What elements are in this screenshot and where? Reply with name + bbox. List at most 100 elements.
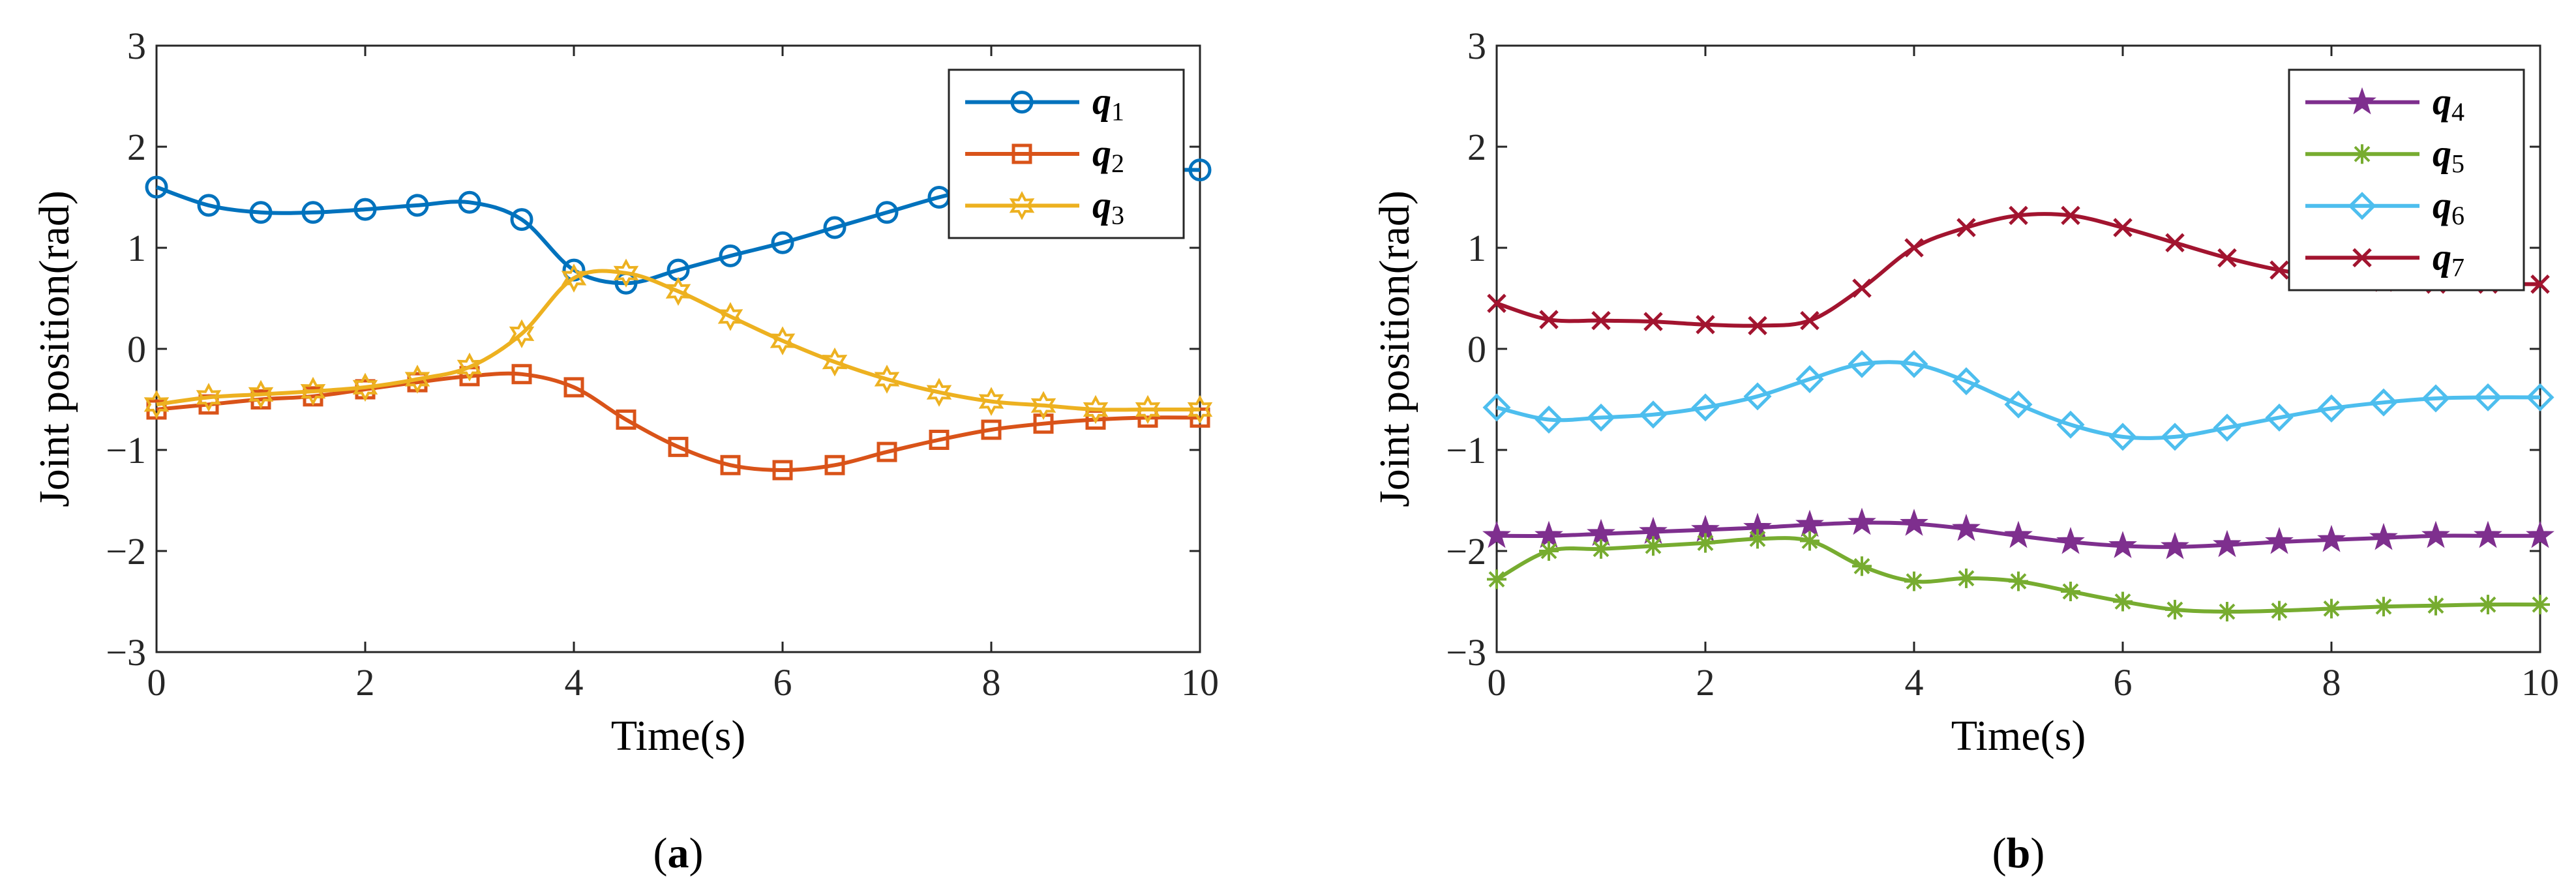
data-point: [772, 460, 793, 481]
data-point: [1487, 293, 1506, 314]
x-tick-label: 0: [1488, 661, 1506, 704]
data-point: [1848, 507, 1876, 535]
data-point: [668, 436, 689, 457]
data-point: [2526, 383, 2554, 411]
data-point: [1900, 350, 1928, 378]
data-point: [2317, 394, 2346, 423]
legend-box: [2288, 68, 2525, 291]
data-point: [1482, 393, 1511, 422]
data-point: [2113, 218, 2133, 237]
y-tick-label: −2: [106, 530, 146, 573]
data-point: [2474, 383, 2502, 411]
data-point: [978, 387, 1004, 416]
data-point: [563, 377, 584, 398]
data-point: [1188, 158, 1212, 182]
y-tick-label: 1: [127, 227, 146, 269]
data-point: [1539, 310, 1559, 329]
y-tick-label: 3: [1467, 25, 1486, 67]
legend-marker: [2348, 192, 2376, 220]
data-point: [1748, 529, 1767, 549]
legend: q1 q2 q3: [948, 68, 1185, 239]
data-point: [301, 201, 325, 224]
data-point: [2113, 591, 2133, 612]
data-point: [771, 231, 794, 254]
y-axis-label: Joint position(rad): [31, 190, 78, 507]
y-tick-label: 3: [127, 25, 146, 67]
data-point: [874, 365, 900, 394]
data-point: [2369, 388, 2398, 417]
series-line: [156, 371, 1201, 472]
data-point: [406, 194, 429, 217]
legend-marker: [1010, 91, 1034, 114]
series-line: [1496, 360, 2541, 440]
y-tick-label: −3: [1446, 631, 1486, 674]
x-tick-label: 6: [2114, 661, 2133, 704]
data-point: [2269, 601, 2289, 621]
data-point: [1952, 367, 1981, 396]
data-point: [1135, 395, 1161, 425]
legend-marker: [1011, 143, 1032, 164]
y-tick-label: 1: [1467, 227, 1486, 269]
legend-marker: [2352, 144, 2372, 164]
data-point: [248, 380, 274, 410]
data-point: [1743, 382, 1772, 411]
chart-panel-b: 0 2 4 6 8 10 −3 −2 −1 0 1 2 3 Time(s) Joint position(r…: [1371, 25, 2559, 877]
data-point: [300, 376, 326, 406]
series-q6: [1482, 350, 2554, 451]
data-point: [1904, 238, 1924, 258]
data-point: [2165, 599, 2185, 619]
data-point: [2369, 522, 2398, 550]
legend-marker: [2352, 248, 2372, 268]
x-tick-label: 10: [2521, 661, 2559, 704]
legend-label: q1: [1092, 80, 1124, 127]
data-point: [1852, 278, 1872, 298]
data-point: [2161, 423, 2189, 451]
x-tick-label: 8: [2322, 661, 2341, 704]
series-q5: [1487, 529, 2550, 621]
y-tick-label: 2: [1467, 126, 1486, 168]
data-point: [511, 364, 532, 385]
y-tick-label: 0: [1467, 328, 1486, 370]
data-point: [2004, 390, 2033, 419]
data-point: [510, 208, 533, 231]
data-point: [2530, 275, 2550, 294]
data-point: [2108, 531, 2137, 558]
data-point: [2265, 527, 2294, 554]
data-point: [929, 430, 950, 450]
data-point: [1748, 316, 1767, 336]
data-point: [1643, 536, 1663, 556]
data-point: [2374, 597, 2393, 617]
data-point: [1482, 520, 1511, 548]
data-point: [1487, 569, 1506, 589]
series-q4: [1482, 507, 2554, 559]
data-point: [249, 201, 273, 224]
data-point: [2004, 520, 2033, 548]
data-point: [2269, 260, 2289, 280]
legend-label: q6: [2433, 184, 2464, 230]
data-point: [458, 190, 481, 214]
y-tick-label: −2: [1446, 530, 1486, 573]
data-point: [197, 194, 220, 217]
data-point: [1956, 568, 1976, 588]
data-point: [143, 390, 170, 419]
data-point: [1591, 310, 1611, 331]
legend: q4 q5 q6 q7: [2288, 68, 2525, 291]
legend-label: q7: [2433, 235, 2464, 282]
data-point: [823, 216, 846, 239]
data-point: [665, 276, 691, 306]
chart-panel-a: 0 2 4 6 8 10 −3 −2 −1 0 1 2 3 Time(s) Joint position(r…: [31, 25, 1219, 877]
data-point: [876, 441, 897, 462]
data-point: [1848, 350, 1876, 378]
series-line: [156, 269, 1200, 412]
data-point: [2421, 520, 2450, 548]
y-axis-label: Joint position(rad): [1371, 190, 1418, 507]
data-point: [1795, 509, 1824, 537]
data-point: [1952, 513, 1981, 541]
panel-label: (b): [1992, 829, 2045, 877]
data-point: [1535, 405, 1563, 434]
data-point: [1587, 518, 1615, 546]
data-point: [561, 263, 587, 293]
legend-label: q2: [1092, 132, 1124, 178]
data-point: [616, 410, 637, 430]
data-point: [2061, 582, 2080, 601]
